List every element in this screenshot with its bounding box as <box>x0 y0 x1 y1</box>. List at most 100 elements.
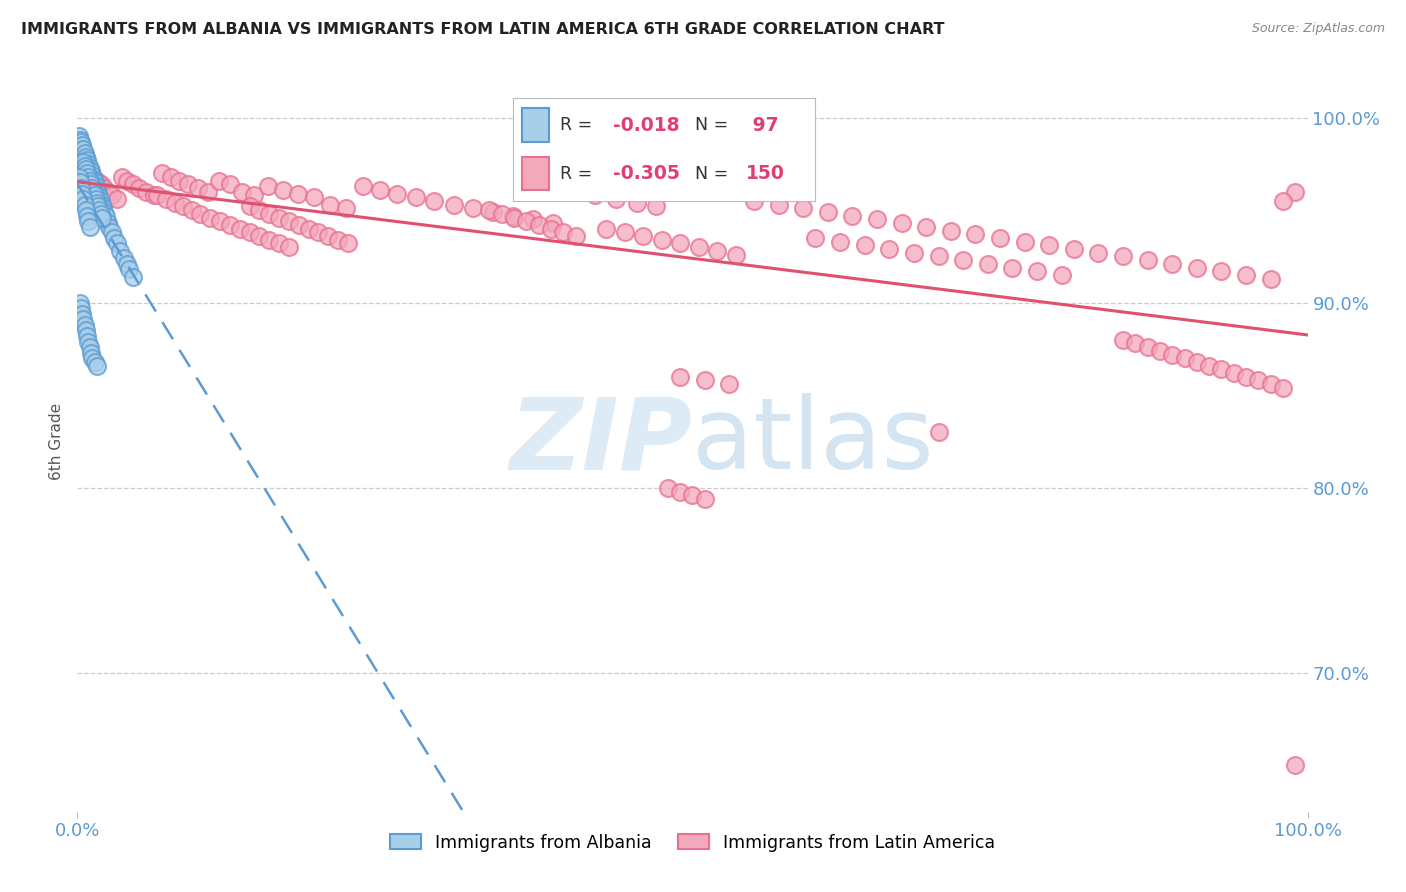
Point <box>965 227 987 242</box>
Point <box>688 240 710 254</box>
Point <box>70 135 93 149</box>
Point <box>830 235 852 249</box>
Point <box>75 323 97 337</box>
Point <box>564 185 586 199</box>
Point <box>443 197 465 211</box>
Point <box>792 202 814 216</box>
Point <box>70 301 93 316</box>
Point <box>269 236 291 251</box>
Point <box>405 190 427 204</box>
Point <box>79 175 101 190</box>
FancyBboxPatch shape <box>522 109 550 142</box>
Point <box>188 207 212 221</box>
Point <box>491 207 513 221</box>
Point <box>79 219 101 234</box>
Point <box>93 205 115 219</box>
Point <box>72 312 94 326</box>
Point <box>75 159 97 173</box>
Point <box>853 238 876 252</box>
Point <box>337 236 360 251</box>
Point <box>669 484 692 499</box>
Point <box>1284 185 1306 199</box>
Point <box>239 199 262 213</box>
Point <box>90 197 114 211</box>
Point <box>259 233 281 247</box>
Point <box>75 203 97 218</box>
Point <box>706 244 728 258</box>
Text: Source: ZipAtlas.com: Source: ZipAtlas.com <box>1251 22 1385 36</box>
Point <box>67 138 90 153</box>
Point <box>1050 268 1073 282</box>
Point <box>298 221 321 235</box>
FancyBboxPatch shape <box>522 157 550 190</box>
Point <box>527 218 550 232</box>
Point <box>90 194 112 208</box>
Point <box>278 240 301 254</box>
Point <box>657 481 679 495</box>
Point <box>1038 238 1060 252</box>
Point <box>928 425 950 440</box>
Y-axis label: 6th Grade: 6th Grade <box>49 403 65 480</box>
Text: atlas: atlas <box>693 393 934 490</box>
Point <box>80 178 103 192</box>
Point <box>1211 362 1233 376</box>
Point <box>70 161 93 175</box>
Point <box>308 226 330 240</box>
Point <box>73 162 96 177</box>
Point <box>83 188 105 202</box>
Point <box>463 202 485 216</box>
Point <box>76 169 98 184</box>
Point <box>73 159 96 173</box>
Point <box>69 295 91 310</box>
Point <box>89 190 111 204</box>
Point <box>70 152 93 166</box>
Point <box>318 197 340 211</box>
Point <box>73 155 96 169</box>
Point <box>93 181 115 195</box>
Point <box>988 231 1011 245</box>
Text: R =: R = <box>560 164 598 183</box>
Point <box>72 155 94 169</box>
Point <box>249 203 271 218</box>
Point <box>80 164 103 178</box>
Point <box>522 212 544 227</box>
Point <box>70 152 93 166</box>
Point <box>626 195 648 210</box>
Legend: Immigrants from Albania, Immigrants from Latin America: Immigrants from Albania, Immigrants from… <box>382 827 1002 859</box>
Point <box>228 221 252 235</box>
Point <box>693 374 716 388</box>
Point <box>90 178 112 192</box>
Point <box>79 340 101 354</box>
Point <box>651 233 673 247</box>
Point <box>478 203 501 218</box>
Point <box>1112 333 1135 347</box>
Point <box>69 149 91 163</box>
Point <box>1284 758 1306 772</box>
Point <box>1198 359 1220 373</box>
Point <box>257 179 280 194</box>
Point <box>718 377 741 392</box>
Point <box>82 351 104 366</box>
Point <box>669 369 692 384</box>
Point <box>208 173 231 187</box>
Point <box>77 164 100 178</box>
Point <box>163 195 186 210</box>
Point <box>169 173 191 187</box>
Point <box>77 214 100 228</box>
Point <box>79 173 101 187</box>
Point <box>1260 377 1282 392</box>
Point <box>77 162 100 177</box>
Point <box>1247 374 1270 388</box>
Point <box>1014 235 1036 249</box>
Point <box>70 138 93 153</box>
Point <box>121 269 143 284</box>
Point <box>86 195 108 210</box>
Point <box>73 145 96 160</box>
Point <box>101 188 124 202</box>
Point <box>915 219 938 234</box>
Point <box>633 229 655 244</box>
Point <box>84 192 107 206</box>
Point <box>105 236 128 251</box>
Point <box>142 188 165 202</box>
Point <box>82 169 104 184</box>
